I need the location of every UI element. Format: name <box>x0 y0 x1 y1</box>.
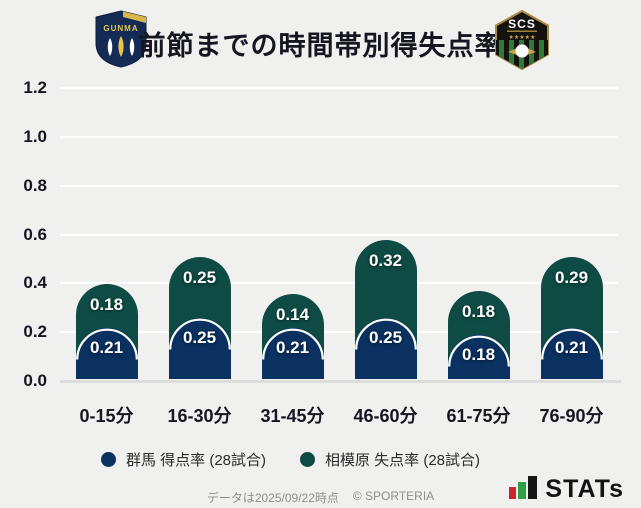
bar-group: 0.18 0.18 <box>432 88 525 381</box>
scored-rate-value: 0.21 <box>275 337 310 357</box>
plot-area: 0.18 0.21 0.25 0.25 0.14 0.21 0.32 0.25 0.18 0.18… <box>60 87 621 383</box>
y-tick-label: 0.6 <box>23 224 47 244</box>
scored-rate-bar <box>447 335 510 379</box>
x-category-label: 76-90分 <box>539 406 604 426</box>
soccer-ball-icon <box>515 44 529 58</box>
data-date-note: データは2025/09/22時点 <box>206 491 339 505</box>
scored-rate-value: 0.25 <box>368 328 403 347</box>
gunma-club-logo: GUNMA <box>95 10 147 68</box>
scored-rate-bar <box>168 318 231 379</box>
scs-gold-rule <box>507 30 537 32</box>
scs-logo-text: SCS <box>508 17 536 31</box>
legend-item-home: 群馬 得点率 (28試合) <box>100 449 266 470</box>
flame-middle-icon <box>118 36 124 57</box>
scored-rate-value: 0.21 <box>554 337 589 357</box>
sagamihara-club-logo: SCS ★★★★★ <box>495 10 549 70</box>
conceded-rate-value: 0.29 <box>554 267 589 287</box>
wing-right-icon <box>527 48 536 55</box>
bar-group: 0.14 0.21 <box>246 88 339 381</box>
y-tick-label: 0.8 <box>23 175 47 195</box>
bar-groups: 0.18 0.21 0.25 0.25 0.14 0.21 0.32 0.25 0.18 0.18… <box>60 88 618 381</box>
stats-brand-text: STATs <box>545 474 624 503</box>
shield-gold-band <box>123 11 146 23</box>
x-baseline <box>60 379 621 383</box>
gridline <box>60 135 618 138</box>
x-category-label: 0-15分 <box>79 406 134 426</box>
y-tick-label: 0.4 <box>23 273 47 293</box>
bar-group: 0.29 0.21 <box>525 88 618 381</box>
conceded-rate-value: 0.18 <box>461 302 496 322</box>
gunma-logo-text: GUNMA <box>103 24 138 33</box>
home-series-dot-icon <box>100 452 116 467</box>
away-series-label: 相模原 失点率 (28試合) <box>325 452 481 469</box>
scored-rate-value: 0.21 <box>89 337 124 357</box>
flame-left-icon <box>107 38 113 56</box>
y-tick-label: 0.0 <box>23 371 47 390</box>
scored-rate-bar <box>354 318 417 379</box>
black-bar-icon <box>528 476 538 499</box>
scored-rate-value: 0.25 <box>182 328 217 347</box>
conceded-rate-value: 0.14 <box>275 304 310 324</box>
legend: 群馬 得点率 (28試合) 相模原 失点率 (28試合) <box>0 449 581 470</box>
scored-rate-bar <box>75 327 138 379</box>
flame-right-icon <box>129 38 135 56</box>
bar-group: 0.25 0.25 <box>153 88 246 381</box>
page-title: 前節までの時間帯別得失点率 <box>138 31 503 61</box>
stats-brand-logo: STATs <box>509 474 624 503</box>
conceded-rate-value: 0.25 <box>182 267 217 287</box>
x-axis: 0-15分 16-30分 31-45分 46-60分 61-75分 76-90分 <box>60 402 618 428</box>
x-category-label: 31-45分 <box>260 406 325 426</box>
scored-rate-bar <box>261 327 324 379</box>
away-series-dot-icon <box>300 452 315 467</box>
bar-group: 0.32 0.25 <box>339 88 432 381</box>
y-tick-label: 1.0 <box>23 126 47 146</box>
x-category-label: 16-30分 <box>167 406 232 426</box>
scored-rate-value: 0.18 <box>461 345 496 364</box>
gridline <box>60 87 618 89</box>
x-category-label: 46-60分 <box>353 406 418 426</box>
gridline <box>60 282 618 285</box>
copyright: © SPORTERIA <box>352 489 435 503</box>
red-bar-icon <box>509 487 517 499</box>
conceded-rate-value: 0.32 <box>368 250 403 270</box>
bar-chart-icon <box>509 476 538 499</box>
gridline <box>60 233 618 236</box>
y-tick-label: 0.2 <box>23 322 47 342</box>
footer: データは2025/09/22時点 © SPORTERIA <box>0 489 641 506</box>
scored-rate-bar <box>540 327 603 379</box>
gridline <box>60 331 618 334</box>
y-tick-label: 1.2 <box>23 78 47 97</box>
bar-group: 0.18 0.21 <box>60 88 153 381</box>
wing-left-icon <box>508 48 517 55</box>
stars-row: ★★★★★ <box>509 34 536 41</box>
legend-item-away: 相模原 失点率 (28試合) <box>300 449 480 470</box>
x-category-label: 61-75分 <box>446 406 511 426</box>
home-series-label: 群馬 得点率 (28試合) <box>125 452 266 469</box>
green-bar-icon <box>518 482 527 499</box>
gridline <box>60 184 618 187</box>
y-axis: 0.0 0.2 0.4 0.6 0.8 1.0 1.2 <box>0 78 47 390</box>
conceded-rate-value: 0.18 <box>89 294 124 314</box>
